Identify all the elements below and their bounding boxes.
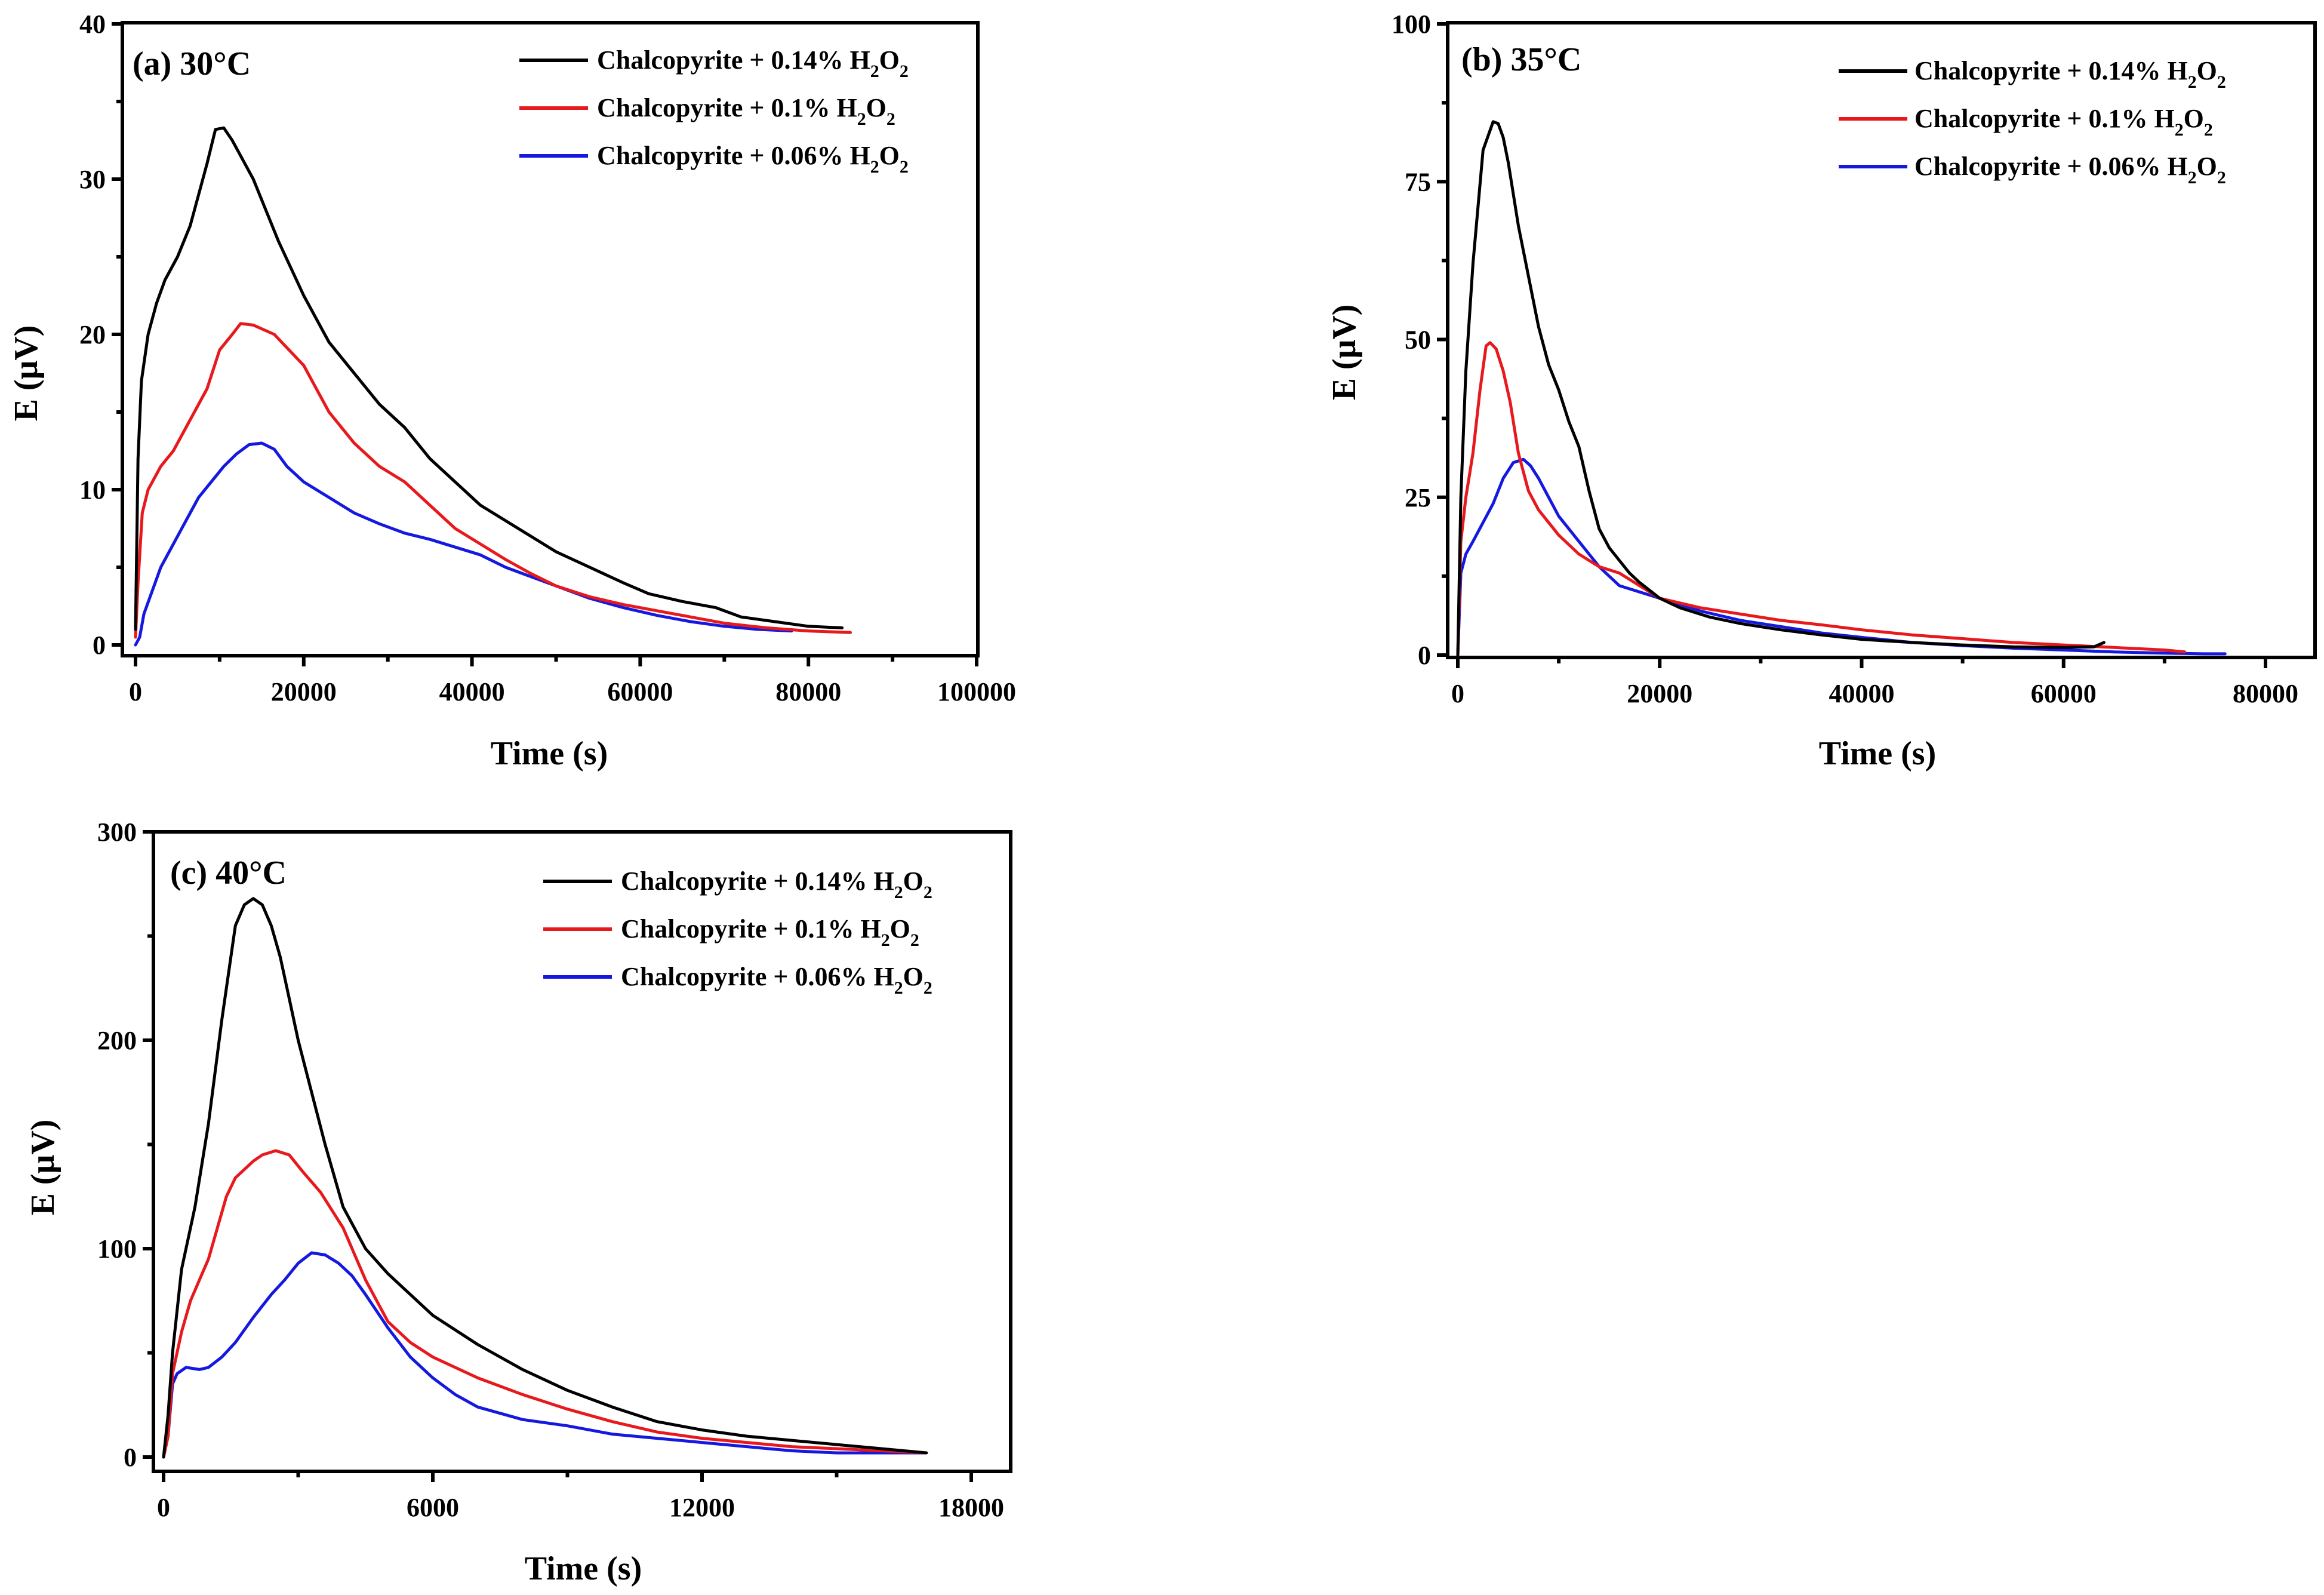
panel-b-series-layer (1456, 120, 2227, 657)
panel-b-y-tick-label: 0 (1418, 641, 1431, 670)
panel-c-series-layer (162, 897, 928, 1459)
panel-c-ylabel: E (μV) (24, 1120, 61, 1216)
panel-a-x-tick-label: 80000 (775, 677, 841, 706)
panel-a-y-tick-label: 40 (79, 10, 106, 39)
panel-b-x-tick-label: 80000 (2233, 679, 2298, 708)
panel-a-legend-label-s01: Chalcopyrite + 0.1% H2O2 (597, 93, 895, 129)
panel-a-y-tick-label: 20 (79, 320, 106, 349)
panel-a-ticks: 0 20000 40000 60000 80000 100000 0 10 20 30 40 (79, 10, 1016, 706)
panel-c-x-tick-label: 12000 (669, 1493, 735, 1522)
panel-b-legend-label-s01: Chalcopyrite + 0.1% H2O2 (1914, 104, 2213, 140)
panel-b-x-tick-label: 0 (1451, 679, 1464, 708)
panel-a-y-tick-label: 0 (93, 631, 106, 660)
panel-b-legend-label-s006: Chalcopyrite + 0.06% H2O2 (1914, 152, 2226, 188)
panel-b-xlabel: Time (s) (1819, 735, 1937, 772)
panel-a-legend: Chalcopyrite + 0.14% H2O2 Chalcopyrite + … (519, 45, 909, 177)
panel-c-ticks: 0 6000 12000 18000 0 100 200 300 (97, 818, 1004, 1522)
panel-a-legend-label-s014: Chalcopyrite + 0.14% H2O2 (597, 45, 909, 81)
panel-a-ylabel: E (μV) (8, 325, 45, 422)
panel-b-x-tick-label: 20000 (1627, 679, 1692, 708)
panel-a-x-tick-label: 0 (129, 677, 142, 706)
panel-a-x-tick-label: 40000 (439, 677, 505, 706)
panel-b-series-s006 (1456, 457, 2227, 657)
panel-c-series-s014 (162, 897, 928, 1459)
panel-a-series-s014 (134, 126, 844, 631)
panel-b-series-s014 (1456, 120, 2106, 657)
panel-a-series-layer (134, 126, 852, 647)
panel-c-legend: Chalcopyrite + 0.14% H2O2 Chalcopyrite + … (543, 866, 932, 998)
panel-c-legend-label-s01: Chalcopyrite + 0.1% H2O2 (621, 914, 919, 950)
panel-a-xlabel: Time (s) (491, 735, 608, 772)
panel-a-label: (a) 30°C (133, 45, 251, 82)
panel-b-label: (b) 35°C (1461, 41, 1581, 78)
panel-b-y-tick-label: 100 (1392, 10, 1431, 39)
panel-c-legend-label-s014: Chalcopyrite + 0.14% H2O2 (621, 866, 932, 902)
panel-a-y-tick-label: 10 (79, 475, 106, 505)
panel-c-y-tick-label: 0 (124, 1443, 137, 1472)
panel-c-x-tick-label: 6000 (407, 1493, 459, 1522)
panel-b-series-s01 (1456, 341, 2187, 657)
panel-b-35c: 0 20000 40000 60000 80000 0 25 50 75 100 (b) 35°C… (1326, 10, 2317, 772)
panel-b-legend-label-s014: Chalcopyrite + 0.14% H2O2 (1914, 56, 2226, 92)
panel-b-y-tick-label: 75 (1405, 167, 1431, 196)
panel-a-legend-label-s006: Chalcopyrite + 0.06% H2O2 (597, 141, 909, 177)
panel-a-x-tick-label: 60000 (607, 677, 673, 706)
panel-c-y-tick-label: 200 (97, 1026, 137, 1055)
panel-c-plot-frame (152, 830, 1012, 1473)
panel-a-series-s01 (134, 322, 852, 639)
panel-c-xlabel: Time (s) (525, 1550, 642, 1587)
panel-b-x-tick-label: 40000 (1829, 679, 1895, 708)
panel-c-y-tick-label: 100 (97, 1234, 137, 1264)
panel-c-legend-label-s006: Chalcopyrite + 0.06% H2O2 (621, 962, 932, 998)
panel-a-plot-frame (121, 21, 980, 657)
panel-b-y-tick-label: 25 (1405, 483, 1431, 512)
panel-a-y-tick-label: 30 (79, 165, 106, 194)
panel-b-ticks: 0 20000 40000 60000 80000 0 25 50 75 100 (1392, 10, 2298, 708)
panel-a-30c: 0 20000 40000 60000 80000 100000 0 10 20 30 40 (a)… (8, 10, 1016, 772)
panel-c-y-tick-label: 300 (97, 818, 137, 847)
panel-c-40c: 0 6000 12000 18000 0 100 200 300 (c) 40°C Time … (24, 818, 1012, 1587)
panel-b-y-tick-label: 50 (1405, 325, 1431, 355)
panel-c-x-tick-label: 18000 (938, 1493, 1004, 1522)
panel-b-x-tick-label: 60000 (2031, 679, 2097, 708)
panel-c-label: (c) 40°C (170, 855, 287, 892)
panel-c-x-tick-label: 0 (157, 1493, 170, 1522)
panel-a-x-tick-label: 100000 (937, 677, 1016, 706)
panel-a-series-s006 (134, 441, 793, 647)
panel-b-legend: Chalcopyrite + 0.14% H2O2 Chalcopyrite + … (1839, 56, 2226, 188)
panel-a-x-tick-label: 20000 (271, 677, 337, 706)
panel-c-series-s006 (162, 1251, 928, 1459)
panel-b-ylabel: E (μV) (1326, 305, 1363, 401)
panel-c-series-s01 (162, 1149, 928, 1459)
